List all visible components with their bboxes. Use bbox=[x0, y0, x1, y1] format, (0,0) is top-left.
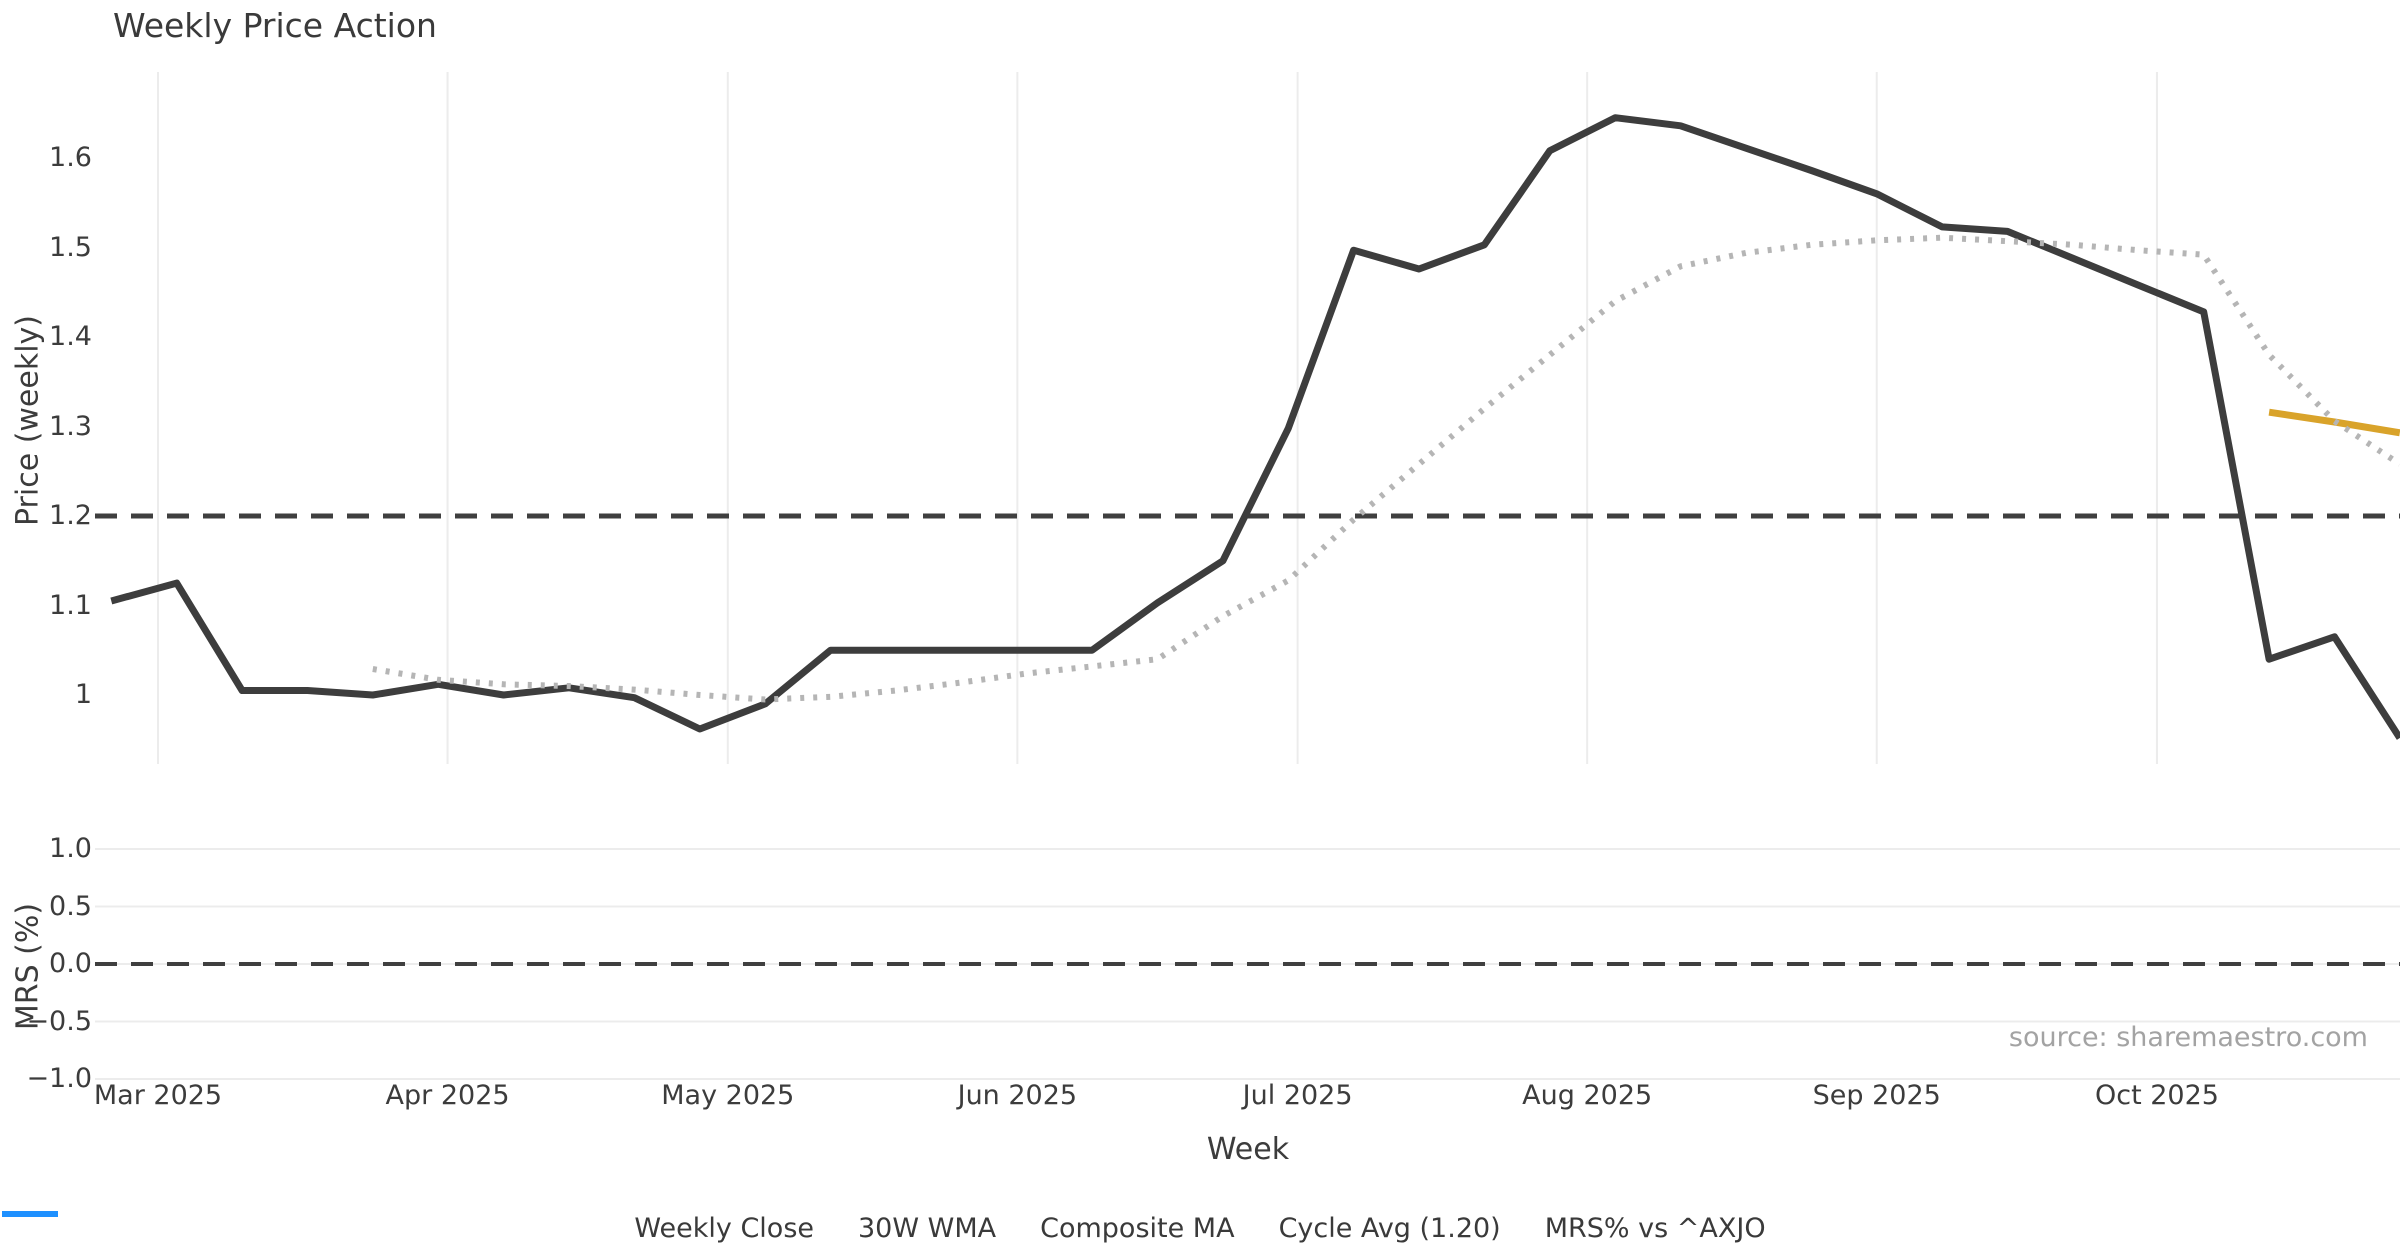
y-tick-label: 1.6 bbox=[49, 142, 92, 173]
source-credit: source: sharemaestro.com bbox=[2008, 1022, 2368, 1053]
x-tick-label: Sep 2025 bbox=[1812, 1080, 1941, 1111]
series-weekly-close bbox=[110, 114, 2400, 740]
y-tick-label: 1.3 bbox=[49, 410, 92, 442]
x-tick-label: Mar 2025 bbox=[93, 1080, 223, 1111]
legend-label: Composite MA bbox=[1040, 1212, 1235, 1244]
legend-label: 30W WMA bbox=[858, 1212, 997, 1244]
y-tick-label: 1.0 bbox=[49, 833, 92, 864]
page-title: Weekly Price Action bbox=[113, 6, 437, 45]
x-tick-label: May 2025 bbox=[661, 1080, 795, 1111]
y-tick-label: 1.1 bbox=[49, 589, 92, 621]
y-tick-label: 0.5 bbox=[49, 890, 92, 922]
x-axis-label: Week bbox=[1206, 1132, 1290, 1167]
y-tick-label: 1.5 bbox=[49, 231, 92, 263]
y-tick-label: −1.0 bbox=[26, 1063, 92, 1094]
legend-label: Weekly Close bbox=[634, 1212, 814, 1244]
x-tick-label: Apr 2025 bbox=[385, 1080, 510, 1111]
legend-label: MRS% vs ^AXJO bbox=[1544, 1212, 1766, 1244]
x-tick-label: Jun 2025 bbox=[957, 1080, 1078, 1111]
y-tick-label: 1.2 bbox=[49, 500, 92, 531]
series-composite-ma bbox=[372, 234, 2400, 703]
y-tick-label: 0.0 bbox=[49, 948, 92, 979]
x-tick-label: Aug 2025 bbox=[1522, 1080, 1653, 1111]
y-tick-label: 1.4 bbox=[49, 321, 92, 352]
legend-item: Weekly Close bbox=[2, 1211, 814, 1244]
legend-line-swatch bbox=[2, 1211, 58, 1217]
legend: Weekly Close 30W WMA Composite MA Cycle Avg… bbox=[0, 1204, 2400, 1252]
legend-item: MRS% vs ^AXJO bbox=[2, 1211, 1766, 1244]
legend-item: Composite MA bbox=[2, 1211, 1235, 1244]
legend-item: 30W WMA bbox=[2, 1211, 997, 1244]
x-tick-label: Jul 2025 bbox=[1242, 1080, 1353, 1111]
y-tick-label: −0.5 bbox=[26, 1005, 92, 1037]
legend-label: Cycle Avg (1.20) bbox=[1278, 1212, 1501, 1244]
x-tick-label: Oct 2025 bbox=[2094, 1080, 2219, 1111]
legend-item: Cycle Avg (1.20) bbox=[2, 1211, 1501, 1244]
y-tick-label: 1 bbox=[74, 679, 92, 710]
